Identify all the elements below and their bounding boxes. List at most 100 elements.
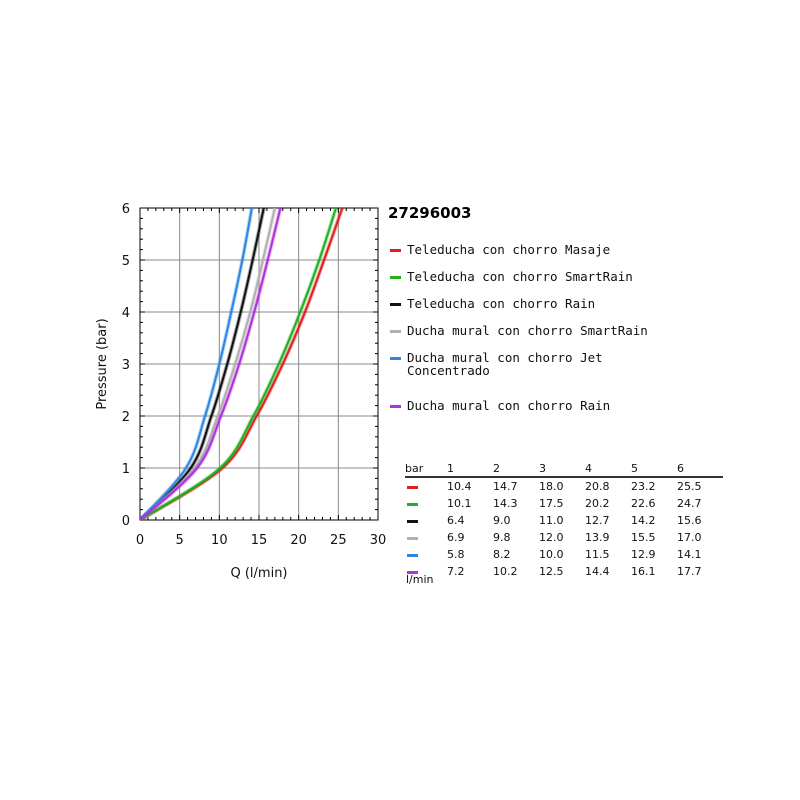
flow-table-header-row: bar 1 2 3 4 5 6 — [405, 460, 723, 478]
x-tick-label: 15 — [251, 533, 268, 548]
table-cell: 9.0 — [493, 514, 511, 527]
x-tick-label: 30 — [370, 533, 387, 548]
flow-table-corner-label: bar — [405, 460, 447, 478]
series-line-2 — [140, 208, 337, 520]
table-row-swatch-cell — [405, 477, 447, 495]
table-cell: 9.8 — [493, 531, 511, 544]
series-line-3 — [140, 208, 265, 520]
table-row-swatch-cell — [405, 529, 447, 546]
x-tick-label: 0 — [136, 533, 144, 548]
table-cell: 17.7 — [677, 565, 702, 578]
legend-item: Teleducha con chorro Rain — [388, 297, 688, 324]
table-cell: 10.0 — [539, 548, 564, 561]
flow-table: bar 1 2 3 4 5 6 10.4 14.7 18.0 20.8 23.2 25.5… — [405, 460, 723, 580]
y-tick-label: 6 — [122, 202, 130, 217]
table-cell: 14.4 — [585, 565, 610, 578]
table-row: 6.9 9.8 12.0 13.9 15.5 17.0 — [405, 529, 723, 546]
flow-table-header-6: 6 — [677, 460, 723, 478]
x-axis-label: Q (l/min) — [230, 566, 287, 581]
table-cell: 11.5 — [585, 548, 610, 561]
legend-swatch — [390, 249, 401, 252]
y-tick-label: 4 — [122, 306, 130, 321]
table-cell: 23.2 — [631, 480, 656, 493]
flow-table-header-1: 1 — [447, 460, 493, 478]
table-row-swatch-cell — [405, 512, 447, 529]
table-cell: 11.0 — [539, 514, 564, 527]
table-cell: 17.5 — [539, 497, 564, 510]
table-cell: 15.6 — [677, 514, 702, 527]
table-cell: 20.2 — [585, 497, 610, 510]
legend-swatch — [390, 405, 401, 408]
flow-table-body: 10.4 14.7 18.0 20.8 23.2 25.5 10.1 14.3 17.5 20.2… — [405, 477, 723, 580]
table-row-swatch-cell — [405, 546, 447, 563]
series-line-5 — [140, 208, 253, 520]
table-cell: 18.0 — [539, 480, 564, 493]
legend-item: Ducha mural con chorro Jet Concentrado — [388, 351, 688, 399]
series-line-6 — [140, 208, 282, 520]
legend-label: Ducha mural con chorro Rain — [407, 398, 611, 413]
table-row: 7.2 10.2 12.5 14.4 16.1 17.7 — [405, 563, 723, 580]
table-cell: 6.4 — [447, 514, 465, 527]
legend-swatch — [390, 357, 401, 360]
flow-table-header-2: 2 — [493, 460, 539, 478]
series-line-1 — [140, 208, 344, 520]
legend-label: Teleducha con chorro Rain — [407, 296, 596, 311]
table-cell: 6.9 — [447, 531, 465, 544]
legend-swatch — [390, 330, 401, 333]
table-cell: 14.3 — [493, 497, 518, 510]
y-tick-label: 1 — [122, 462, 130, 477]
table-cell: 12.7 — [585, 514, 610, 527]
legend-swatch — [390, 276, 401, 279]
axis-ticks: 0 5 10 15 20 25 30 0 1 2 3 4 5 6 — [122, 202, 387, 548]
legend-label: Ducha mural con chorro Jet Concentrado — [407, 350, 603, 378]
table-cell: 5.8 — [447, 548, 465, 561]
table-cell: 20.8 — [585, 480, 610, 493]
x-tick-label: 10 — [211, 533, 228, 548]
legend-swatch — [390, 303, 401, 306]
legend: Teleducha con chorro Masaje Teleducha con… — [388, 243, 688, 426]
legend-item: Teleducha con chorro SmartRain — [388, 270, 688, 297]
y-axis-label: Pressure (bar) — [95, 318, 110, 409]
table-cell: 12.9 — [631, 548, 656, 561]
chart-grid — [140, 208, 378, 520]
table-cell: 12.5 — [539, 565, 564, 578]
x-tick-label: 20 — [290, 533, 307, 548]
table-row-swatch-cell — [405, 563, 447, 580]
flow-table-header-4: 4 — [585, 460, 631, 478]
flow-table-header-3: 3 — [539, 460, 585, 478]
table-cell: 15.5 — [631, 531, 656, 544]
table-cell: 22.6 — [631, 497, 656, 510]
y-tick-label: 0 — [122, 514, 130, 529]
legend-item: Ducha mural con chorro Rain — [388, 399, 688, 426]
table-row-swatch — [407, 536, 418, 540]
table-cell: 13.9 — [585, 531, 610, 544]
table-row-swatch — [407, 502, 418, 506]
table-cell: 25.5 — [677, 480, 702, 493]
table-cell: 10.4 — [447, 480, 472, 493]
chart-title: 27296003 — [388, 204, 472, 222]
table-cell: 12.0 — [539, 531, 564, 544]
legend-item: Teleducha con chorro Masaje — [388, 243, 688, 270]
table-cell: 10.1 — [447, 497, 472, 510]
table-row: 6.4 9.0 11.0 12.7 14.2 15.6 — [405, 512, 723, 529]
table-cell: 7.2 — [447, 565, 465, 578]
flow-table-unit-label: l/min — [406, 573, 434, 586]
table-cell: 14.2 — [631, 514, 656, 527]
table-row-swatch — [407, 485, 418, 489]
table-cell: 16.1 — [631, 565, 656, 578]
table-row: 5.8 8.2 10.0 11.5 12.9 14.1 — [405, 546, 723, 563]
table-row: 10.1 14.3 17.5 20.2 22.6 24.7 — [405, 495, 723, 512]
table-row-swatch — [407, 553, 418, 557]
table-row-swatch — [407, 519, 418, 523]
table-row: 10.4 14.7 18.0 20.8 23.2 25.5 — [405, 477, 723, 495]
series-layer — [140, 208, 345, 520]
table-cell: 14.7 — [493, 480, 518, 493]
table-cell: 17.0 — [677, 531, 702, 544]
y-tick-label: 2 — [122, 410, 130, 425]
legend-label: Teleducha con chorro Masaje — [407, 242, 611, 257]
table-cell: 10.2 — [493, 565, 518, 578]
legend-label: Teleducha con chorro SmartRain — [407, 269, 633, 284]
table-row-swatch — [407, 570, 418, 574]
legend-item: Ducha mural con chorro SmartRain — [388, 324, 688, 351]
